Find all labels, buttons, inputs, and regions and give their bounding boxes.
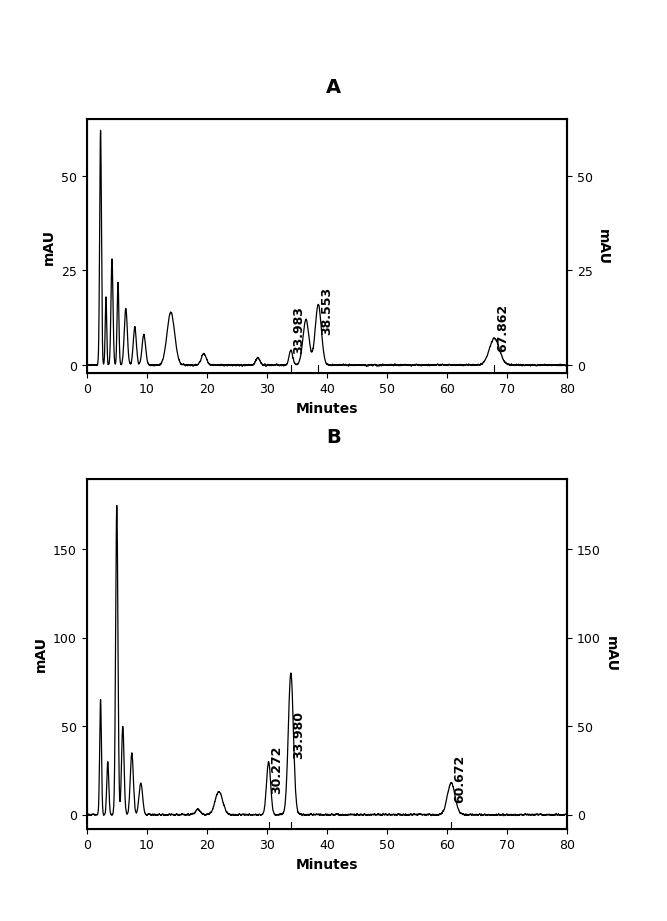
X-axis label: Minutes: Minutes <box>295 402 358 415</box>
Y-axis label: mAU: mAU <box>41 228 55 264</box>
Text: 33.983: 33.983 <box>293 307 305 354</box>
Text: A: A <box>326 78 341 97</box>
Text: B: B <box>326 428 341 447</box>
X-axis label: Minutes: Minutes <box>295 857 358 871</box>
Text: 30.272: 30.272 <box>270 745 283 794</box>
Text: 60.672: 60.672 <box>453 753 466 802</box>
Text: 33.980: 33.980 <box>293 710 305 758</box>
Text: 67.862: 67.862 <box>496 304 509 352</box>
Y-axis label: mAU: mAU <box>603 635 617 672</box>
Text: 38.553: 38.553 <box>320 287 333 335</box>
Y-axis label: mAU: mAU <box>33 635 47 672</box>
Y-axis label: mAU: mAU <box>596 228 610 264</box>
